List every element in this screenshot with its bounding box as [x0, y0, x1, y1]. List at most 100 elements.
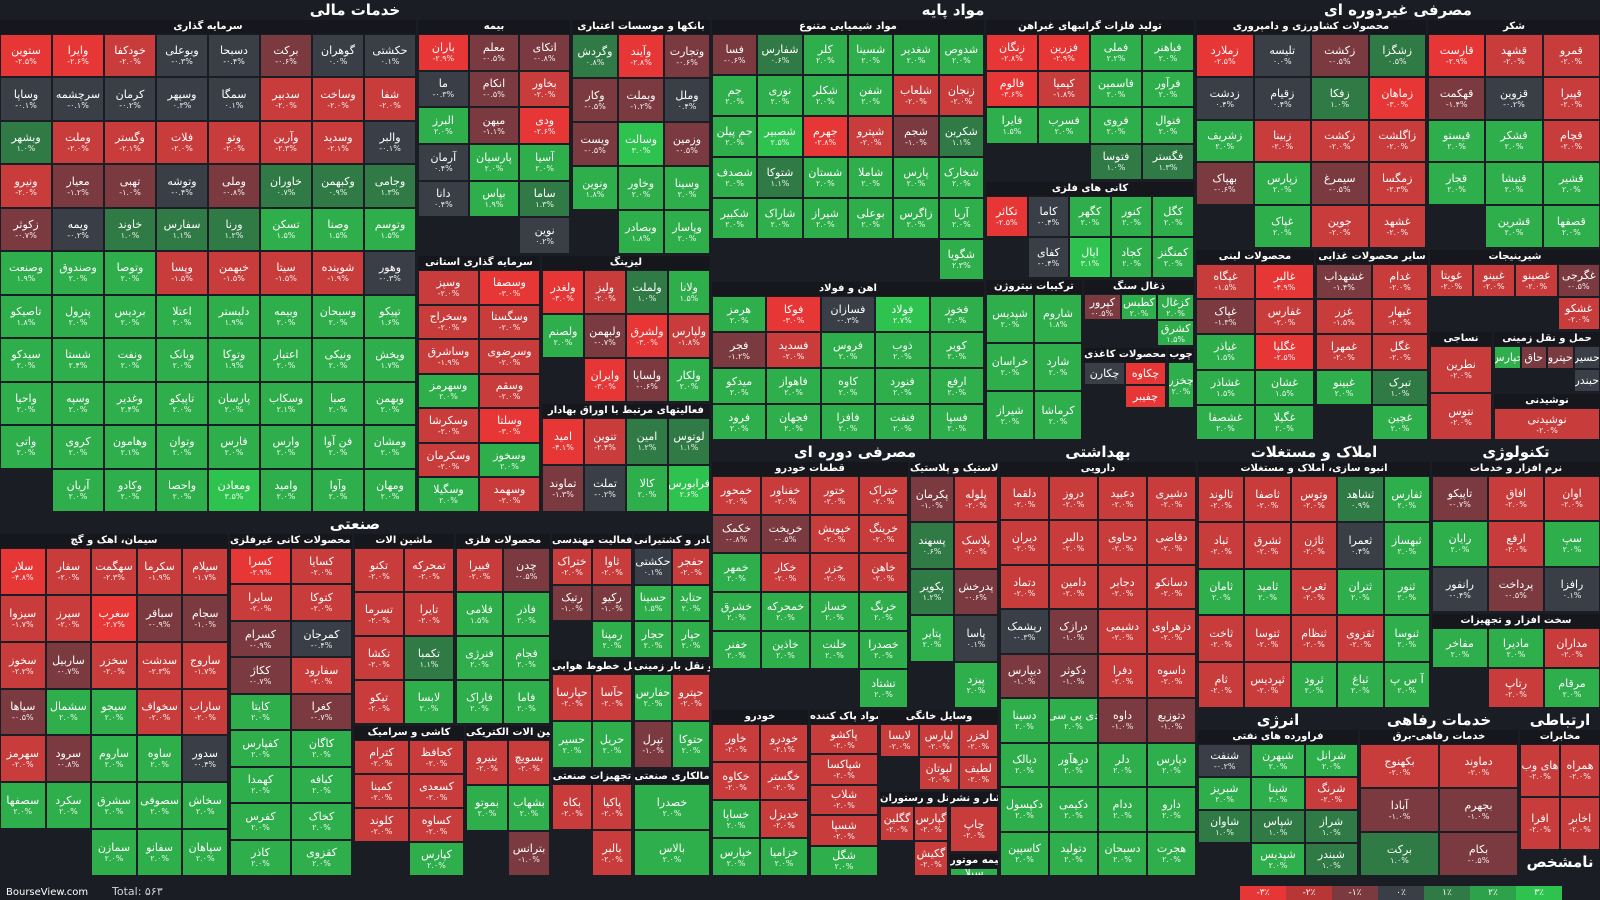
symbol-cell[interactable]: خاور -۲.۰% [712, 724, 760, 762]
symbol-cell[interactable]: سدور -۰.۴% [182, 735, 228, 783]
symbol-cell[interactable]: وسصفا -۳.۰% [479, 270, 540, 305]
symbol-cell[interactable]: شفن ۲.۰% [848, 75, 894, 116]
symbol-cell[interactable]: وگستر -۲.۱% [104, 120, 156, 165]
symbol-cell[interactable]: شستان ۲.۰% [802, 157, 848, 198]
symbol-cell[interactable]: ساراب -۲.۰% [182, 688, 228, 736]
symbol-cell[interactable]: شگویا ۲.۳% [938, 239, 984, 280]
symbol-cell[interactable]: قچام -۲.۰% [1542, 119, 1600, 163]
symbol-cell[interactable]: امید -۴.۱% [542, 418, 584, 465]
symbol-cell[interactable]: واتی ۲.۰% [0, 425, 52, 469]
symbol-cell[interactable]: ثرود ۲.۰% [1290, 661, 1338, 708]
symbol-cell[interactable]: خگستر -۲.۰% [760, 762, 808, 800]
symbol-cell[interactable]: شفا -۲.۰% [364, 77, 416, 121]
symbol-cell[interactable]: فروس ۲.۰% [820, 332, 876, 368]
symbol-cell[interactable]: حپارس [1494, 346, 1521, 369]
symbol-cell[interactable]: قمرو -۲.۰% [1542, 34, 1600, 77]
symbol-cell[interactable]: کسرام -۰.۹% [230, 620, 291, 658]
symbol-cell[interactable]: کحافظ -۲.۰% [409, 740, 464, 774]
symbol-cell[interactable]: کگهر ۲.۰% [1069, 196, 1111, 237]
symbol-cell[interactable]: خلنت ۲.۰% [810, 630, 859, 670]
symbol-cell[interactable]: شاملا ۲.۰% [848, 157, 894, 198]
symbol-cell[interactable]: شاوان ۱.۰% [1198, 810, 1252, 843]
symbol-cell[interactable]: کویر ۲.۰% [929, 332, 984, 368]
symbol-cell[interactable]: خرینگ -۲.۰% [859, 514, 908, 554]
symbol-cell[interactable]: پرداخت -۰.۵% [1488, 566, 1544, 612]
symbol-cell[interactable]: دبالک ۲.۰% [1000, 742, 1049, 788]
symbol-cell[interactable]: وملت -۲.۰% [52, 120, 104, 165]
symbol-cell[interactable]: حفارس ۲.۰% [634, 674, 672, 721]
symbol-cell[interactable]: ثاخت -۲.۰% [1198, 615, 1245, 662]
symbol-cell[interactable]: ککاژ -۰.۷% [230, 657, 291, 694]
symbol-cell[interactable]: وسگستا -۲.۰% [479, 304, 540, 340]
symbol-cell[interactable]: کشرق ۱.۵% [1157, 320, 1194, 346]
symbol-cell[interactable]: کغرا -۰.۷% [291, 693, 352, 731]
symbol-cell[interactable]: وسخوز ۲.۰% [479, 442, 540, 478]
symbol-cell[interactable]: کفپارس ۲.۰% [230, 730, 291, 767]
symbol-cell[interactable]: ولصنم ۲.۰% [542, 314, 584, 358]
symbol-cell[interactable]: زدشت ۰.۴% [1196, 76, 1254, 120]
symbol-cell[interactable]: کفای -۰.۴% [1027, 237, 1070, 278]
symbol-cell[interactable]: لبوتان -۲.۰% [919, 757, 959, 790]
symbol-cell[interactable]: مادیرا ۲.۰% [1488, 628, 1544, 668]
symbol-cell[interactable]: وسدید -۲.۱% [312, 120, 364, 165]
symbol-cell[interactable]: ومشان ۲.۰% [364, 425, 416, 469]
symbol-cell[interactable]: فلات -۲.۰% [156, 120, 208, 165]
symbol-cell[interactable]: حپترو [1547, 346, 1574, 369]
symbol-cell[interactable]: ثعمرا ۰.۴% [1337, 522, 1384, 569]
symbol-cell[interactable]: لپارس -۲.۰% [919, 724, 959, 757]
symbol-cell[interactable]: غفارس -۲.۰% [1255, 299, 1314, 335]
symbol-cell[interactable]: بردیس ۲.۰% [104, 294, 156, 339]
symbol-cell[interactable]: ثامان ۲.۰% [1198, 568, 1245, 616]
symbol-cell[interactable]: بالاس ۲.۰% [634, 830, 710, 876]
symbol-cell[interactable]: خمهر ۲.۰% [712, 553, 761, 592]
symbol-cell[interactable]: ارفع ۲.۰% [929, 368, 984, 404]
symbol-cell[interactable]: قیستو ۲.۰% [1428, 119, 1486, 163]
symbol-cell[interactable]: شپاس ۱.۰% [1251, 810, 1305, 843]
symbol-cell[interactable]: غبهار -۲.۰% [1372, 299, 1428, 335]
symbol-cell[interactable]: تاصیکو ۱.۸% [0, 294, 52, 339]
symbol-cell[interactable]: سپاهان ۲.۰% [182, 829, 228, 876]
symbol-cell[interactable]: تیکو -۲.۰% [354, 680, 404, 724]
symbol-cell[interactable]: خپویش -۲.۰% [810, 514, 859, 554]
symbol-cell[interactable]: کجاد ۲.۰% [1110, 237, 1153, 278]
symbol-cell[interactable]: ثبهساز ۲.۰% [1383, 522, 1430, 569]
symbol-cell[interactable]: شکبیر ۲.۰% [712, 198, 758, 239]
symbol-cell[interactable]: سیزوا -۱.۷% [0, 594, 46, 642]
symbol-cell[interactable]: حکشتی ۰.۱% [634, 548, 672, 585]
symbol-cell[interactable]: کقزوی ۲.۰% [291, 839, 352, 876]
symbol-cell[interactable]: بترانس -۱.۰% [508, 830, 550, 876]
symbol-cell[interactable]: ثباغ ۲.۰% [1337, 661, 1384, 708]
symbol-cell[interactable]: کاوه ۲.۰% [820, 368, 876, 404]
symbol-cell[interactable]: ثام -۲.۰% [1198, 661, 1245, 708]
symbol-cell[interactable]: غگرجی -۰.۵% [1557, 264, 1600, 297]
symbol-cell[interactable]: کمنگنز ۲.۰% [1152, 237, 1194, 278]
symbol-cell[interactable]: وتوان ۲.۰% [156, 425, 208, 469]
symbol-cell[interactable]: شپاکسا -۲.۰% [810, 754, 878, 785]
symbol-cell[interactable]: وسبحان ۲.۰% [312, 294, 364, 339]
symbol-cell[interactable]: غیاذر ۱.۵% [1196, 334, 1255, 370]
symbol-cell[interactable]: رتاپ -۲.۰% [1488, 668, 1544, 708]
symbol-cell[interactable]: فنوال ۲.۰% [1142, 107, 1194, 144]
symbol-cell[interactable]: تکمبا ۱.۱% [404, 636, 454, 680]
symbol-cell[interactable]: فملی ۲.۲% [1090, 34, 1142, 71]
symbol-cell[interactable]: خکاوه -۲.۰% [712, 762, 760, 800]
symbol-cell[interactable]: بخاور -۲.۰% [519, 70, 570, 108]
symbol-cell[interactable]: شجم -۱.۰% [893, 116, 939, 157]
symbol-cell[interactable]: فخوز ۲.۰% [929, 296, 984, 332]
symbol-cell[interactable]: افاق -۲.۰% [1488, 476, 1544, 522]
symbol-cell[interactable]: ولبهمن -۰.۷% [584, 314, 626, 358]
symbol-cell[interactable]: سصفها ۲.۰% [0, 782, 46, 830]
symbol-cell[interactable]: غشهد -۲.۰% [1368, 205, 1426, 248]
symbol-cell[interactable]: تملت -۰.۲% [584, 465, 626, 512]
symbol-cell[interactable]: ختراک -۲.۰% [552, 548, 592, 585]
symbol-cell[interactable]: وساپا -۰.۱% [0, 77, 52, 121]
symbol-cell[interactable]: ختراک -۲.۰% [859, 476, 908, 515]
symbol-cell[interactable]: پاکیا -۲.۰% [592, 784, 632, 830]
symbol-cell[interactable]: چدن -۰.۵% [503, 548, 550, 592]
symbol-cell[interactable]: جم ۲.۰% [712, 75, 758, 116]
symbol-cell[interactable]: کاسپین ۲.۰% [1000, 831, 1049, 876]
symbol-cell[interactable]: فسدید -۲.۰% [766, 332, 821, 368]
symbol-cell[interactable]: تکاثر -۲.۵% [986, 196, 1028, 237]
symbol-cell[interactable]: شپدیس ۲.۰% [986, 294, 1034, 343]
symbol-cell[interactable]: فجهان ۲.۰% [766, 404, 821, 440]
